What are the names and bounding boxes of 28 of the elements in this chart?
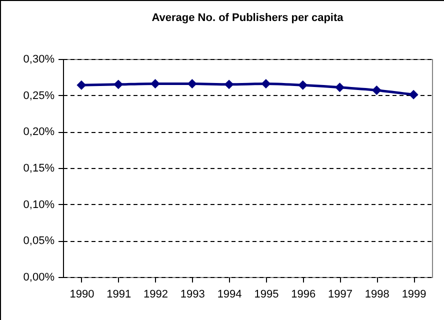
- y-tick-label: 0,15%: [23, 162, 55, 174]
- x-tick-label: 1994: [217, 288, 242, 300]
- x-tick-label: 1995: [254, 288, 279, 300]
- x-tick-label: 1997: [328, 288, 352, 300]
- x-tick-label: 1990: [70, 288, 94, 300]
- point: [298, 80, 308, 90]
- chart-title: Average No. of Publishers per capita: [152, 12, 344, 24]
- x-tick-label: 1996: [291, 288, 316, 300]
- y-tick-label: 0,25%: [23, 90, 55, 102]
- point: [335, 82, 344, 92]
- y-tick-label: 0,30%: [23, 54, 55, 66]
- point: [76, 80, 86, 90]
- y-tick-label: 0,05%: [23, 235, 55, 248]
- point: [187, 78, 197, 88]
- y-tick-label: 0,00%: [23, 272, 55, 284]
- point: [224, 80, 234, 90]
- y-tick-label: 0,10%: [23, 198, 55, 211]
- point: [261, 78, 271, 88]
- point: [150, 78, 160, 88]
- x-tick-label: 1998: [364, 288, 390, 300]
- x-tick-label: 1991: [106, 288, 132, 300]
- x-tick-label: 1993: [180, 288, 205, 300]
- point: [372, 86, 382, 95]
- x-tick-label: 1992: [144, 288, 168, 300]
- point: [114, 80, 124, 90]
- point: [408, 90, 418, 100]
- y-tick-label: 0,20%: [23, 126, 55, 138]
- x-tick-label: 1999: [402, 288, 426, 300]
